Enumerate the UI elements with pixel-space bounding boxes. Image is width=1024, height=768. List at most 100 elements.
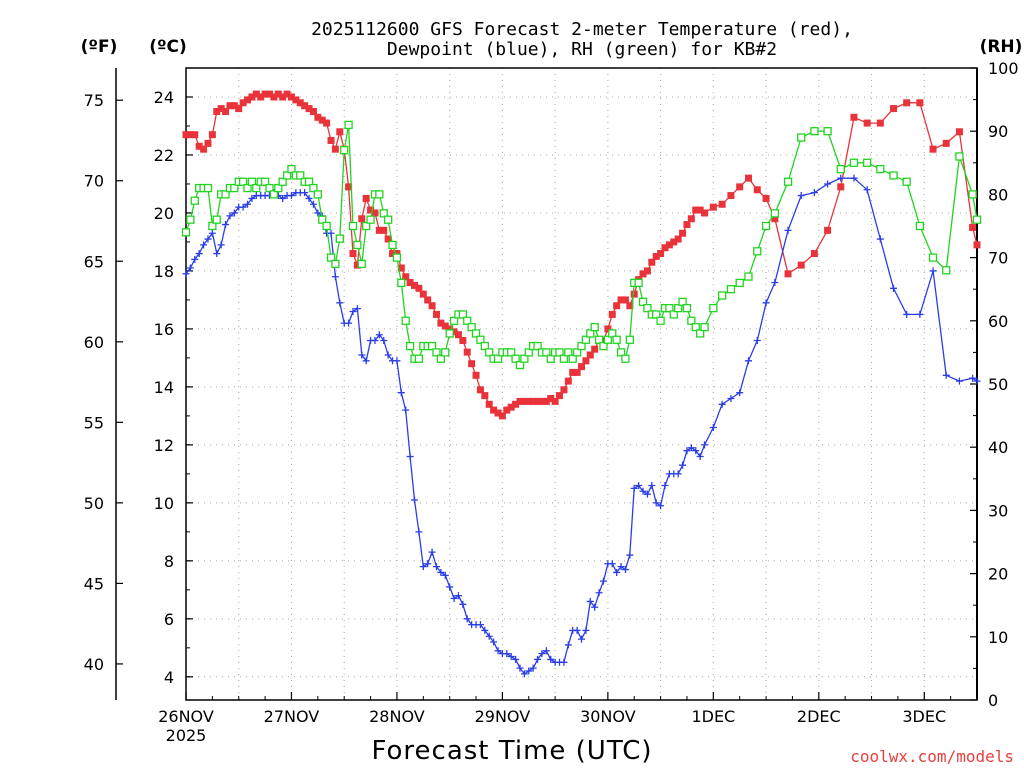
rh-point	[397, 278, 406, 288]
rh-point	[348, 221, 358, 231]
dewpoint-point	[481, 626, 489, 634]
temperature-point	[349, 250, 357, 258]
rh-point	[331, 259, 340, 269]
dewpoint-point	[542, 647, 550, 655]
rh-point	[181, 228, 191, 237]
rh-point	[265, 183, 274, 193]
fahrenheit-tick-label: 75	[84, 91, 104, 110]
rh-tick-label: 50	[988, 375, 1008, 394]
rh-point	[221, 190, 230, 199]
temperature-point	[239, 99, 247, 107]
dewpoint-point	[411, 496, 419, 504]
temperature-point	[525, 397, 533, 405]
temperature-point	[556, 392, 564, 400]
dewpoint-point	[529, 664, 537, 672]
dewpoint-point	[762, 299, 770, 307]
temperature-point	[929, 145, 937, 153]
rh-point	[783, 177, 793, 186]
temperature-point	[683, 221, 691, 229]
dewpoint-point	[397, 389, 405, 397]
dewpoint-point	[578, 635, 585, 643]
rh-point	[485, 348, 494, 357]
temperature-point	[701, 209, 709, 217]
temperature-point	[244, 96, 252, 104]
dewpoint-point	[305, 194, 313, 202]
rh-point	[287, 164, 296, 174]
rh-point	[577, 341, 586, 351]
dewpoint-point	[419, 563, 427, 571]
rh-tick-label: 90	[988, 122, 1008, 141]
temperature-point	[903, 99, 911, 107]
rh-point	[322, 221, 331, 231]
temperature-point	[591, 345, 599, 353]
temperature-point	[191, 131, 199, 139]
dewpoint-point	[345, 319, 353, 327]
temperature-point	[810, 250, 818, 258]
rh-point	[278, 177, 287, 186]
temperature-point	[309, 107, 317, 115]
dewpoint-point	[384, 351, 392, 359]
rh-point	[405, 341, 415, 351]
celsius-tick-label: 20	[154, 204, 174, 223]
temperature-point	[459, 337, 467, 345]
temperature-point	[358, 215, 366, 223]
temperature-point	[617, 296, 625, 304]
temperature-point	[411, 281, 419, 289]
rh-point	[304, 177, 314, 186]
rh-point	[480, 341, 489, 351]
dewpoint-point	[744, 357, 752, 365]
rh-point	[366, 215, 375, 224]
temperature-point	[551, 397, 559, 405]
dewpoint-point	[850, 174, 858, 182]
dewpoint-point	[661, 481, 669, 489]
rh-point	[612, 335, 621, 344]
temperature-point	[353, 261, 361, 269]
celsius-tick-label: 8	[164, 552, 174, 571]
rh-tick-label: 80	[988, 185, 1008, 204]
temperature-point	[657, 250, 665, 258]
dewpoint-point	[753, 337, 761, 345]
temperature-point	[639, 270, 647, 278]
temperature-point	[301, 102, 309, 110]
rh-point	[357, 259, 366, 269]
rh-point	[625, 335, 634, 344]
dewpoint-point	[314, 209, 322, 217]
rh-point	[564, 348, 573, 357]
rh-point	[691, 322, 700, 332]
dewpoint-point	[446, 583, 454, 591]
temperature-point	[512, 400, 520, 408]
site-credit: coolwx.com/models	[850, 747, 1014, 766]
x-axis-label: Forecast Time (UTC)	[371, 736, 652, 766]
dewpoint-point	[217, 241, 225, 249]
dewpoint-point	[450, 595, 458, 603]
rh-point	[862, 158, 872, 167]
rh-point	[449, 316, 459, 325]
celsius-tick-label: 4	[164, 668, 174, 687]
rh-point	[810, 127, 819, 136]
dewpoint-point	[182, 270, 190, 278]
rh-point	[542, 348, 551, 357]
dewpoint-point	[591, 603, 599, 611]
x-tick-label: 26NOV	[158, 707, 214, 726]
rh-point	[476, 335, 485, 344]
temperature-point	[318, 116, 326, 124]
dewpoint-point	[903, 310, 911, 318]
dewpoint-point	[709, 423, 717, 431]
temperature-point	[727, 192, 735, 200]
rh-point	[915, 221, 925, 231]
rh-point	[902, 177, 911, 186]
temperature-point	[498, 412, 506, 420]
temperature-point	[696, 206, 704, 214]
rh-point	[383, 215, 393, 224]
dewpoint-point	[428, 548, 436, 556]
temperature-point	[257, 93, 265, 101]
rh-point	[942, 266, 951, 275]
temperature-point	[709, 203, 717, 211]
rh-point	[507, 348, 516, 357]
rh-point	[744, 272, 753, 281]
dewpoint-point	[890, 284, 898, 292]
fahrenheit-tick-label: 70	[84, 172, 104, 191]
temperature-point	[314, 113, 322, 121]
rh-point	[511, 354, 520, 363]
celsius-tick-label: 24	[154, 88, 174, 107]
